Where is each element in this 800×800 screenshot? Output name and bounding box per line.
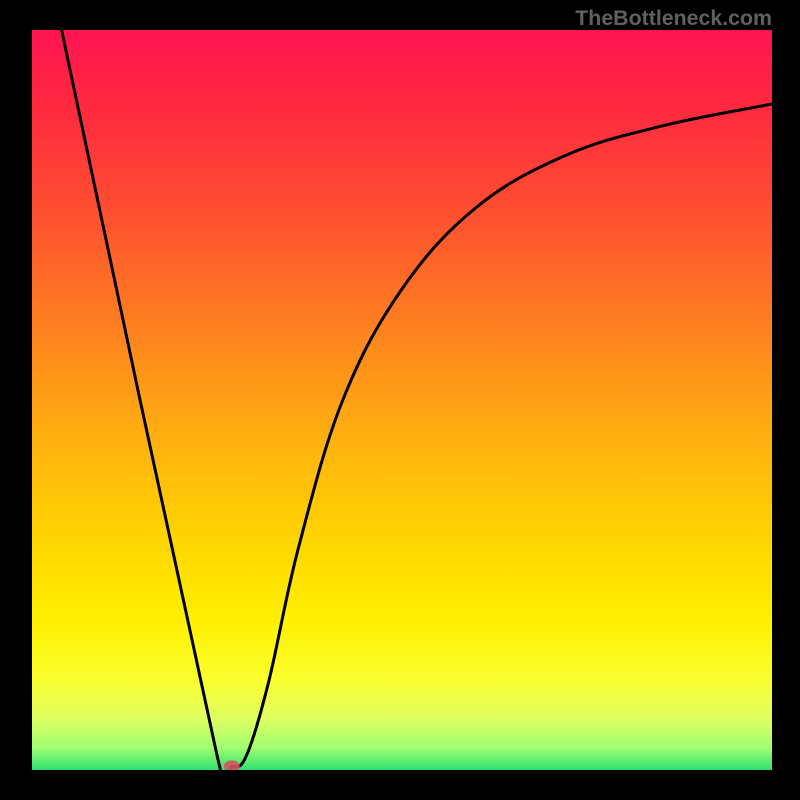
chart-frame: TheBottleneck.com [0, 0, 800, 800]
watermark-text: TheBottleneck.com [575, 6, 772, 31]
chart-svg [32, 30, 772, 770]
gradient-background [32, 30, 772, 770]
